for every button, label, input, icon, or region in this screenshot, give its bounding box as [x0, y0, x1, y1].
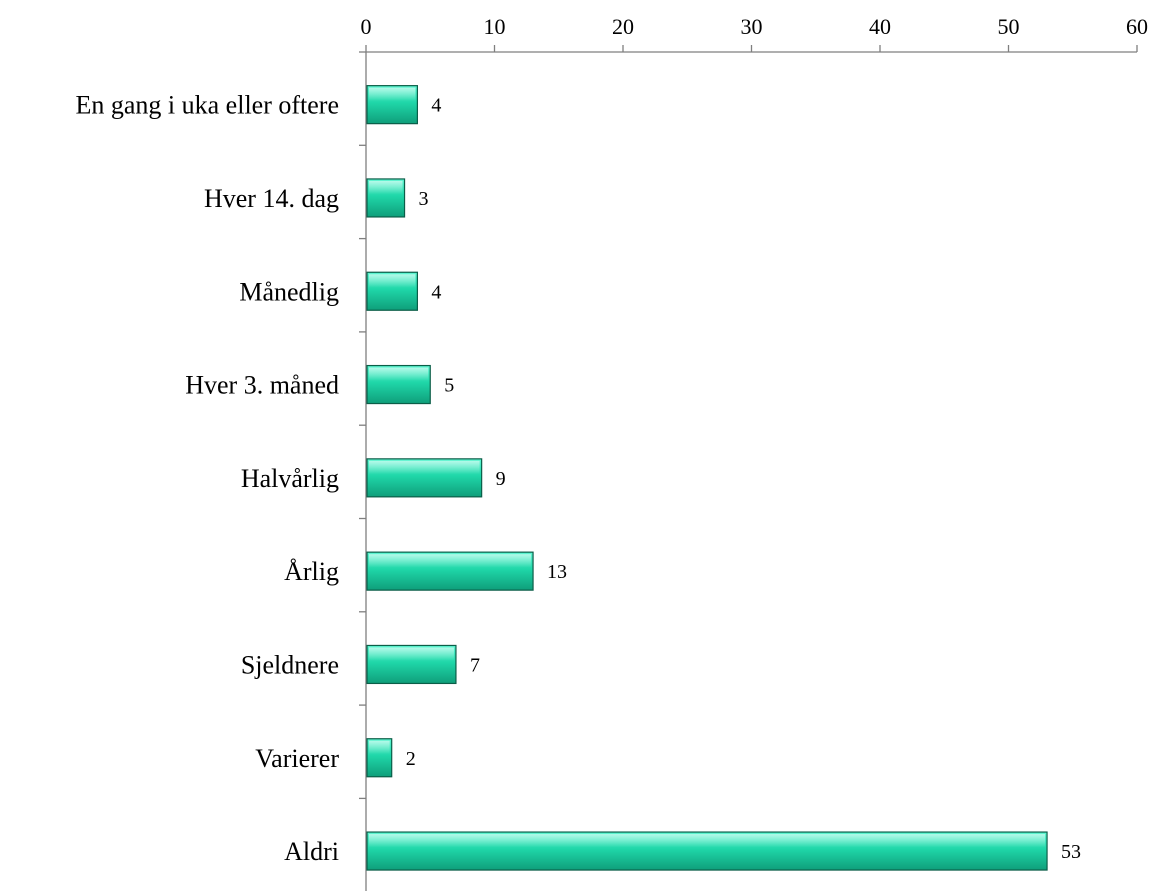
bar-group — [366, 85, 419, 125]
category-label: Hver 3. måned — [185, 371, 339, 400]
category-label: Hver 14. dag — [204, 184, 339, 213]
x-tick-label: 10 — [484, 14, 506, 39]
data-label: 53 — [1061, 841, 1081, 863]
bar-group — [366, 364, 431, 405]
data-label: 2 — [406, 748, 416, 770]
category-label: Varierer — [255, 744, 339, 773]
data-label: 5 — [444, 375, 454, 397]
data-label: 13 — [547, 561, 567, 583]
data-label: 9 — [496, 468, 506, 490]
data-label: 4 — [431, 95, 441, 117]
x-tick-label: 50 — [998, 14, 1020, 39]
bar-highlight — [369, 740, 390, 755]
bar-highlight — [369, 460, 480, 475]
category-label: En gang i uka eller oftere — [76, 91, 340, 120]
category-label: Sjeldnere — [241, 650, 339, 679]
bar-highlight — [369, 274, 416, 288]
bar-group — [366, 178, 406, 218]
x-tick-label: 0 — [361, 14, 372, 39]
category-label: Halvårlig — [241, 464, 339, 493]
data-label: 3 — [419, 188, 429, 210]
bar-highlight — [369, 87, 416, 101]
axis-layer — [359, 45, 1138, 891]
bar-group — [366, 831, 1048, 871]
data-label: 4 — [431, 281, 441, 303]
bar-highlight — [369, 834, 1046, 848]
bar-group — [366, 644, 457, 685]
bar-highlight — [369, 647, 454, 661]
x-tick-label: 20 — [612, 14, 634, 39]
bars-layer — [366, 85, 1048, 871]
category-label: Årlig — [284, 557, 339, 586]
labels-layer: 0 10 20 30 40 50 60 En gang i uka eller oftere 4… — [76, 14, 1149, 866]
bar-group — [366, 551, 534, 591]
bar-group — [366, 458, 483, 498]
bar-group — [366, 738, 393, 778]
bar-highlight — [369, 367, 429, 381]
bar-highlight — [369, 554, 532, 568]
x-tick-label: 40 — [869, 14, 891, 39]
category-label: Aldri — [284, 837, 339, 866]
data-label: 7 — [470, 654, 480, 676]
bar-group — [366, 271, 419, 311]
bar-highlight — [369, 180, 403, 195]
x-tick-label: 30 — [741, 14, 763, 39]
category-label: Månedlig — [239, 277, 339, 306]
x-tick-label: 60 — [1126, 14, 1148, 39]
